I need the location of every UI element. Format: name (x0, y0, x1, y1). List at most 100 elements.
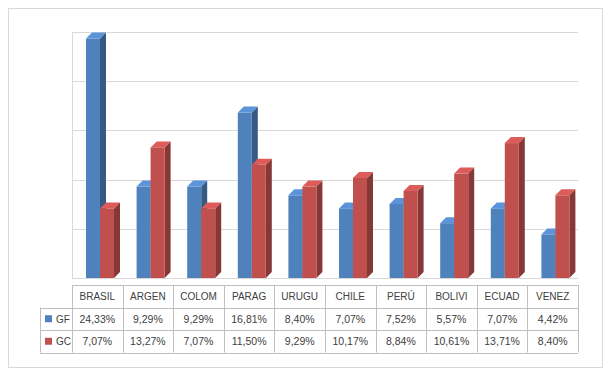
bar-side (569, 189, 575, 278)
table-value: 8,40% (538, 335, 568, 347)
bar (353, 178, 367, 278)
table-line (325, 285, 326, 353)
table-value: 9,29% (184, 313, 214, 325)
table-line (274, 285, 275, 353)
table-value: 16,81% (231, 313, 267, 325)
bar (302, 187, 316, 278)
grid-line (72, 130, 578, 131)
bar-top (353, 172, 373, 178)
y-axis-line (72, 32, 73, 278)
bar-side (266, 159, 272, 278)
bars (86, 33, 575, 278)
table-line (376, 285, 377, 353)
bar-side (165, 141, 171, 278)
table-line (72, 285, 73, 353)
bar (100, 208, 114, 278)
table-line (173, 285, 174, 353)
table-value: 5,57% (437, 313, 467, 325)
bar (404, 191, 418, 278)
legend-label: GC (56, 336, 71, 347)
bar (187, 187, 201, 278)
table-line (578, 285, 579, 353)
bar (238, 113, 252, 278)
bar (86, 39, 100, 278)
chart-frame (9, 9, 603, 368)
bar-side (215, 202, 221, 278)
bar (288, 195, 302, 278)
category-label: PARAG (232, 291, 266, 302)
category-label: BOLIVI (435, 291, 467, 302)
table-value: 7,07% (335, 313, 365, 325)
table-line (40, 308, 41, 353)
table-value: 8,84% (386, 335, 416, 347)
bar (541, 235, 555, 278)
table-value: 4,42% (538, 313, 568, 325)
grid-line (72, 278, 578, 279)
bar-top (252, 159, 272, 165)
table-line (40, 308, 578, 309)
table-line (40, 353, 578, 354)
bar-top (151, 141, 171, 147)
bar (440, 223, 454, 278)
table-value: 7,52% (386, 313, 416, 325)
table-line (527, 285, 528, 353)
bar-top (201, 202, 221, 208)
bar-side (114, 202, 120, 278)
table-line (477, 285, 478, 353)
table-value: 9,29% (285, 335, 315, 347)
chart: BRASIL ARGEN COLOM PARAG URUGU CHILE PERÚ BOLIV… (0, 0, 611, 376)
legend-label: GF (56, 314, 70, 325)
table-line (123, 285, 124, 353)
bar-top (454, 168, 474, 174)
bar (555, 195, 569, 278)
bar-top (505, 137, 525, 143)
grid-line (72, 81, 578, 82)
bar (390, 204, 404, 278)
table-value: 24,33% (79, 313, 115, 325)
bar-side (316, 181, 322, 278)
bar-side (418, 185, 424, 278)
table-value: 7,07% (184, 335, 214, 347)
bar-top (100, 202, 120, 208)
bar-top (302, 181, 322, 187)
table-line (426, 285, 427, 353)
bar (491, 208, 505, 278)
table-value: 7,07% (487, 313, 517, 325)
bar-top (404, 185, 424, 191)
category-label: ARGEN (130, 291, 166, 302)
table-value: 10,61% (434, 335, 470, 347)
bar-side (367, 172, 373, 278)
bar (339, 208, 353, 278)
bar (201, 208, 215, 278)
table-value: 7,07% (82, 335, 112, 347)
legend-swatch (45, 338, 52, 345)
data-table: BRASIL ARGEN COLOM PARAG URUGU CHILE PERÚ BOLIV… (40, 285, 579, 354)
category-label: PERÚ (387, 290, 415, 302)
bar-side (468, 168, 474, 278)
category-label: VENEZ (536, 291, 569, 302)
category-label: BRASIL (80, 291, 116, 302)
bar (252, 165, 266, 278)
table-value: 8,40% (285, 313, 315, 325)
table-value: 10,17% (332, 335, 368, 347)
bar-top (238, 107, 258, 113)
legend-swatch (45, 315, 52, 322)
bar-side (519, 137, 525, 278)
table-value: 13,71% (484, 335, 520, 347)
category-label: CHILE (336, 291, 366, 302)
table-line (224, 285, 225, 353)
bar-top (187, 181, 207, 187)
bar (151, 147, 165, 278)
bar (454, 174, 468, 278)
table-value: 11,50% (232, 335, 267, 347)
bar-top (86, 33, 106, 39)
table-value: 9,29% (133, 313, 163, 325)
bar-top (555, 189, 575, 195)
table-value: 13,27% (130, 335, 166, 347)
bar (505, 143, 519, 278)
table-line (40, 330, 578, 331)
category-label: COLOM (180, 291, 217, 302)
category-label: URUGU (281, 291, 318, 302)
bar (137, 187, 151, 278)
grid-line (72, 32, 578, 33)
